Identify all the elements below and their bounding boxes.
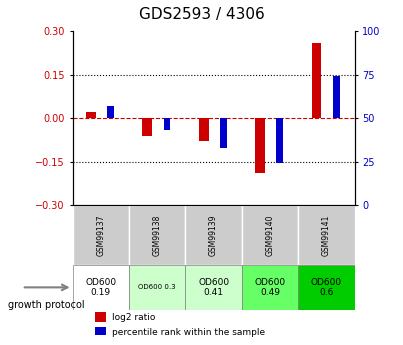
- Bar: [333, 76, 340, 118]
- Text: GSM99137: GSM99137: [96, 214, 105, 256]
- Text: OD600
0.19: OD600 0.19: [85, 278, 116, 297]
- Bar: [129, 265, 185, 310]
- Bar: [95, 327, 106, 337]
- Bar: [142, 118, 152, 136]
- Text: OD600
0.49: OD600 0.49: [254, 278, 286, 297]
- Bar: [73, 265, 129, 310]
- Text: GDS2593 / 4306: GDS2593 / 4306: [139, 8, 264, 22]
- Bar: [73, 205, 129, 265]
- Text: GSM99141: GSM99141: [322, 215, 331, 256]
- Bar: [199, 118, 209, 141]
- Text: OD600
0.41: OD600 0.41: [198, 278, 229, 297]
- Bar: [242, 205, 298, 265]
- Text: OD600 0.3: OD600 0.3: [138, 284, 176, 290]
- Bar: [86, 112, 96, 118]
- Text: OD600
0.6: OD600 0.6: [311, 278, 342, 297]
- Text: percentile rank within the sample: percentile rank within the sample: [112, 328, 265, 337]
- Bar: [95, 312, 106, 322]
- Bar: [276, 118, 283, 164]
- Text: growth protocol: growth protocol: [8, 300, 85, 310]
- Bar: [129, 205, 185, 265]
- Bar: [242, 265, 298, 310]
- Bar: [298, 205, 355, 265]
- Text: GSM99140: GSM99140: [266, 214, 274, 256]
- Bar: [220, 118, 227, 148]
- Bar: [312, 43, 322, 118]
- Bar: [185, 265, 242, 310]
- Text: GSM99139: GSM99139: [209, 214, 218, 256]
- Bar: [107, 106, 114, 118]
- Bar: [255, 118, 265, 173]
- Text: log2 ratio: log2 ratio: [112, 313, 156, 322]
- Bar: [298, 265, 355, 310]
- Text: GSM99138: GSM99138: [153, 215, 162, 256]
- Bar: [164, 118, 170, 130]
- Bar: [185, 205, 242, 265]
